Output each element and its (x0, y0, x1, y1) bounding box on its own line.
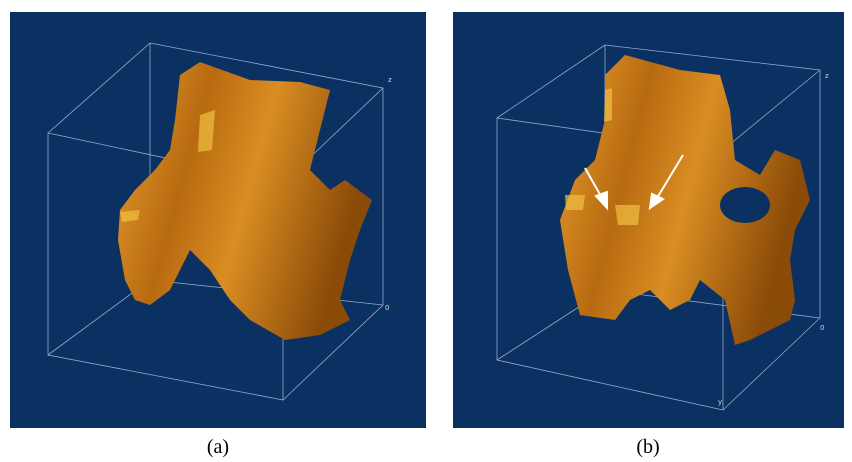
axis-label: z (825, 72, 829, 80)
hole (720, 187, 770, 223)
figure: z 0 (a) z 0 y (b) (0, 0, 852, 462)
axis-label: y (718, 398, 722, 406)
caption: (b) (636, 436, 659, 458)
axis-label: 0 (820, 324, 824, 332)
axis-label: z (388, 76, 392, 84)
axis-label: 0 (385, 304, 389, 312)
caption: (a) (207, 436, 229, 458)
